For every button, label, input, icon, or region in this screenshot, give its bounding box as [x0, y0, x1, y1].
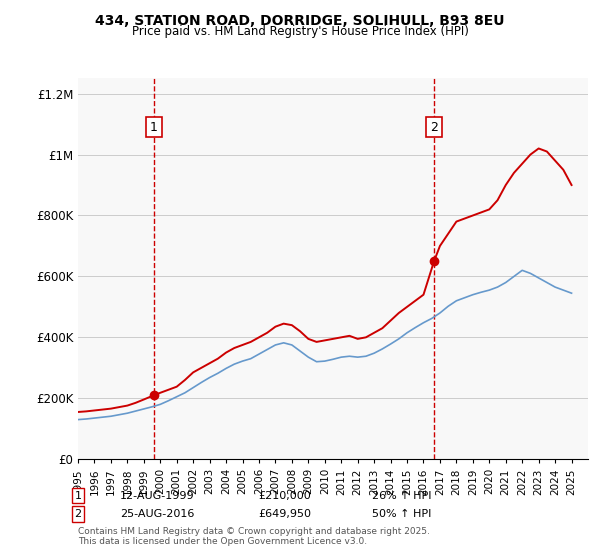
Text: 2: 2	[74, 509, 82, 519]
Text: 12-AUG-1999: 12-AUG-1999	[120, 491, 194, 501]
Text: 434, STATION ROAD, DORRIDGE, SOLIHULL, B93 8EU: 434, STATION ROAD, DORRIDGE, SOLIHULL, B…	[95, 14, 505, 28]
Text: 1: 1	[150, 120, 158, 134]
Text: Price paid vs. HM Land Registry's House Price Index (HPI): Price paid vs. HM Land Registry's House …	[131, 25, 469, 38]
Text: 25-AUG-2016: 25-AUG-2016	[120, 509, 194, 519]
Text: £649,950: £649,950	[258, 509, 311, 519]
Text: £210,000: £210,000	[258, 491, 311, 501]
Text: 2: 2	[430, 120, 438, 134]
Text: 50% ↑ HPI: 50% ↑ HPI	[372, 509, 431, 519]
Text: 1: 1	[74, 491, 82, 501]
Text: Contains HM Land Registry data © Crown copyright and database right 2025.
This d: Contains HM Land Registry data © Crown c…	[78, 526, 430, 546]
Text: 26% ↑ HPI: 26% ↑ HPI	[372, 491, 431, 501]
